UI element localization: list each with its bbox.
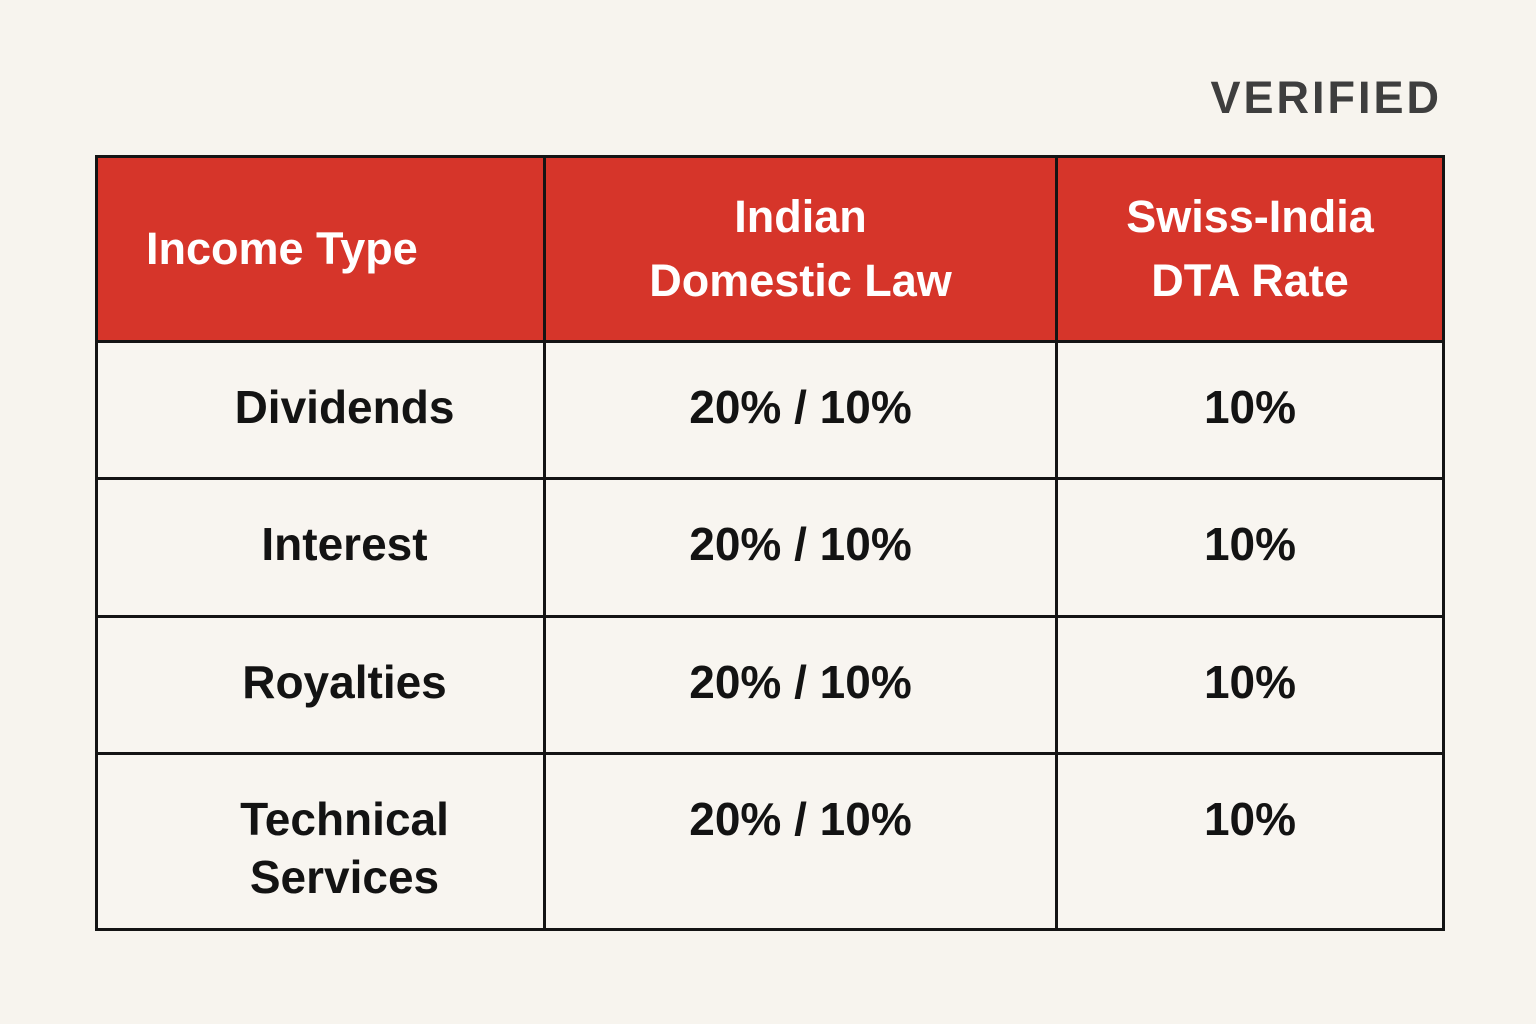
cell-indian-domestic-law: 20% / 10%: [543, 477, 1058, 618]
cell-swiss-india-dta-rate: 10%: [1055, 615, 1445, 755]
table-row: Technical Services 20% / 10% 10%: [95, 752, 1445, 931]
cell-income-type: Interest: [95, 477, 546, 618]
tax-rates-table: Income Type Indian Domestic Law Swiss-In…: [95, 155, 1445, 931]
table-header-row: Income Type Indian Domestic Law Swiss-In…: [95, 155, 1445, 343]
table-row: Dividends 20% / 10% 10%: [95, 340, 1445, 480]
cell-swiss-india-dta-rate: 10%: [1055, 752, 1445, 931]
cell-indian-domestic-law: 20% / 10%: [543, 340, 1058, 480]
verified-badge: VERIFIED: [1210, 72, 1442, 123]
table-row: Interest 20% / 10% 10%: [95, 477, 1445, 618]
cell-indian-domestic-law: 20% / 10%: [543, 752, 1058, 931]
cell-income-type: Technical Services: [95, 752, 546, 931]
cell-income-type: Royalties: [95, 615, 546, 755]
header-swiss-india-dta-rate: Swiss-India DTA Rate: [1055, 155, 1445, 343]
cell-swiss-india-dta-rate: 10%: [1055, 340, 1445, 480]
cell-income-type: Dividends: [95, 340, 546, 480]
header-indian-domestic-law: Indian Domestic Law: [543, 155, 1058, 343]
cell-swiss-india-dta-rate: 10%: [1055, 477, 1445, 618]
cell-indian-domestic-law: 20% / 10%: [543, 615, 1058, 755]
header-income-type: Income Type: [95, 155, 546, 343]
table-row: Royalties 20% / 10% 10%: [95, 615, 1445, 755]
